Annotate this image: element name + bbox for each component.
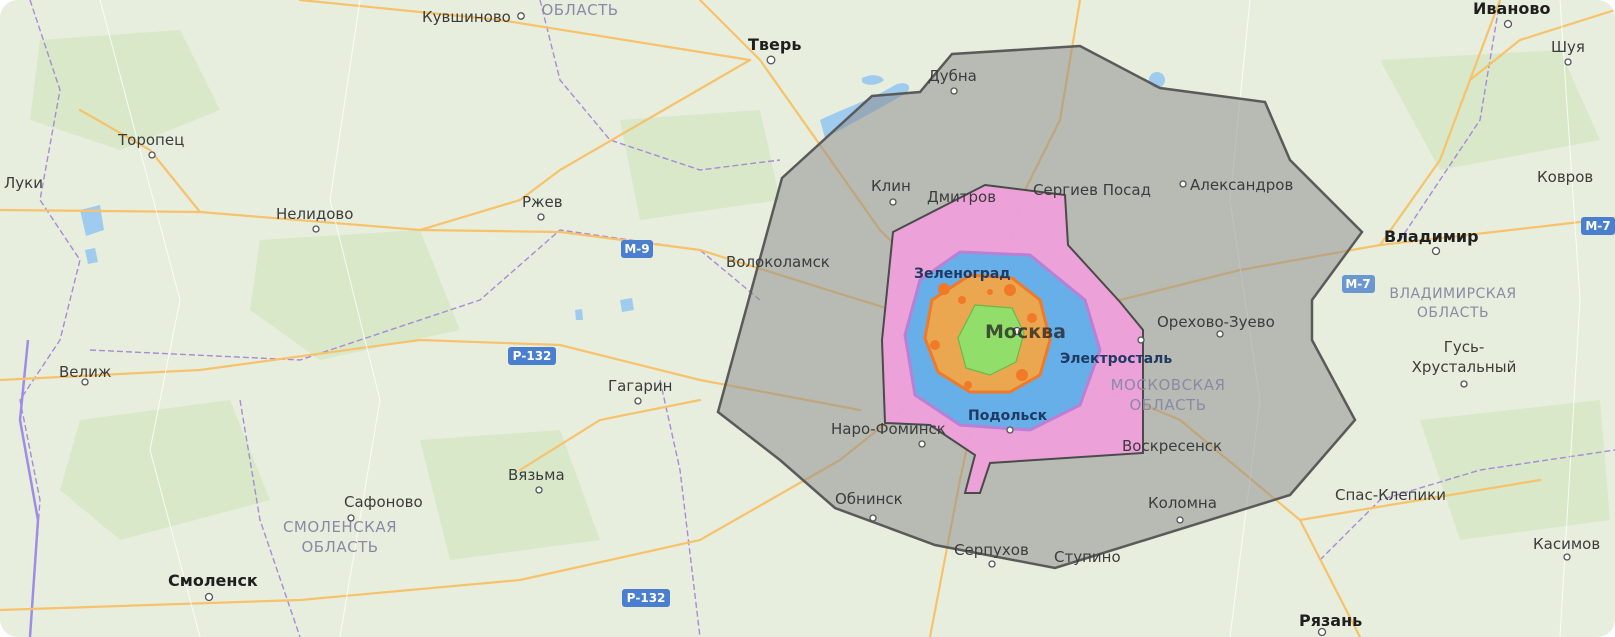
city-label-zelenograd: Зеленоград (914, 266, 1011, 282)
region-label-smolensk-1: СМОЛЕНСКАЯ (283, 518, 397, 536)
road-shield-m7-west-label: М-7 (1345, 277, 1370, 291)
city-label-serpukhov: Серпухов (954, 541, 1029, 559)
city-label-ryazan: Рязань (1299, 611, 1362, 630)
city-label-kolomna: Коломна (1148, 494, 1217, 512)
city-label-safonovo: Сафоново (344, 493, 423, 511)
city-label-nelidovo: Нелидово (276, 205, 353, 223)
city-label-gus-1: Гусь- (1444, 338, 1485, 356)
city-label-stupino: Ступино (1054, 548, 1121, 566)
road-shield-m9-label: М-9 (624, 242, 649, 256)
zone-green[interactable] (957, 304, 1025, 376)
road-shield-m7-east-label: М-7 (1585, 219, 1610, 233)
city-label-aleksandrov: Александров (1190, 176, 1293, 194)
region-label-moscow-2: ОБЛАСТЬ (1129, 396, 1206, 414)
city-label-smolensk: Смоленск (168, 571, 258, 590)
city-label-obninsk: Обнинск (835, 490, 903, 508)
city-label-klin: Клин (871, 177, 911, 195)
city-label-tver: Тверь (748, 35, 801, 54)
city-label-shuya: Шуя (1551, 38, 1585, 56)
city-label-luki: Луки (4, 174, 43, 192)
road-shield-r132-north-label: Р-132 (513, 349, 552, 363)
city-label-voskresensk: Воскресенск (1122, 437, 1222, 455)
city-label-kuvshinovo: Кувшиново (422, 8, 511, 26)
road-shield-r132-south: Р-132 (622, 589, 670, 607)
city-label-dmitrov: Дмитров (927, 188, 996, 206)
road-shield-m7-east: М-7 (1581, 217, 1615, 235)
city-label-naro-fominsk: Наро-Фоминск (831, 420, 946, 438)
region-label-vladimir-2: ОБЛАСТЬ (1417, 305, 1489, 321)
city-label-ivanovo: Иваново (1473, 0, 1550, 18)
city-label-orekhovo-zuevo: Орехово-Зуево (1157, 313, 1275, 331)
city-label-volokolamsk: Волоколамск (726, 253, 830, 271)
road-shield-r132-north: Р-132 (508, 347, 556, 365)
city-label-kovrov: Ковров (1537, 168, 1593, 186)
orange-spots (930, 283, 1037, 389)
region-label-tver: ОБЛАСТЬ (541, 1, 618, 19)
road-shield-r132-south-label: Р-132 (627, 591, 666, 605)
road-shield-m7-west: М-7 (1342, 275, 1375, 293)
city-label-dubna: Дубна (928, 67, 977, 85)
road-shield-m9: М-9 (621, 240, 653, 258)
forest-patches (30, 30, 1610, 560)
city-label-vyazma: Вязьма (508, 466, 565, 484)
region-label-moscow-1: МОСКОВСКАЯ (1111, 376, 1226, 394)
city-label-moskva: Москва (985, 321, 1066, 343)
country-border (18, 339, 40, 637)
city-label-kasimov: Касимов (1533, 535, 1600, 553)
city-label-podolsk: Подольск (968, 408, 1048, 424)
region-borders (19, 0, 1615, 637)
city-label-vladimir: Владимир (1384, 227, 1479, 246)
city-label-toropets: Торопец (117, 131, 184, 149)
city-label-gagarin: Гагарин (608, 377, 673, 395)
city-label-rzhev: Ржев (522, 193, 563, 211)
city-label-velizh: Велиж (59, 363, 111, 381)
city-label-sergiev-posad: Сергиев Посад (1033, 181, 1151, 199)
city-markers (81, 12, 1572, 637)
city-label-elektrostal: Электросталь (1060, 351, 1172, 367)
region-label-vladimir-1: ВЛАДИМИРСКАЯ (1389, 286, 1516, 302)
city-label-gus-2: Хрустальный (1412, 358, 1517, 376)
city-label-spas-klepiki: Спас-Клепики (1335, 486, 1446, 504)
region-label-smolensk-2: ОБЛАСТЬ (301, 538, 378, 556)
